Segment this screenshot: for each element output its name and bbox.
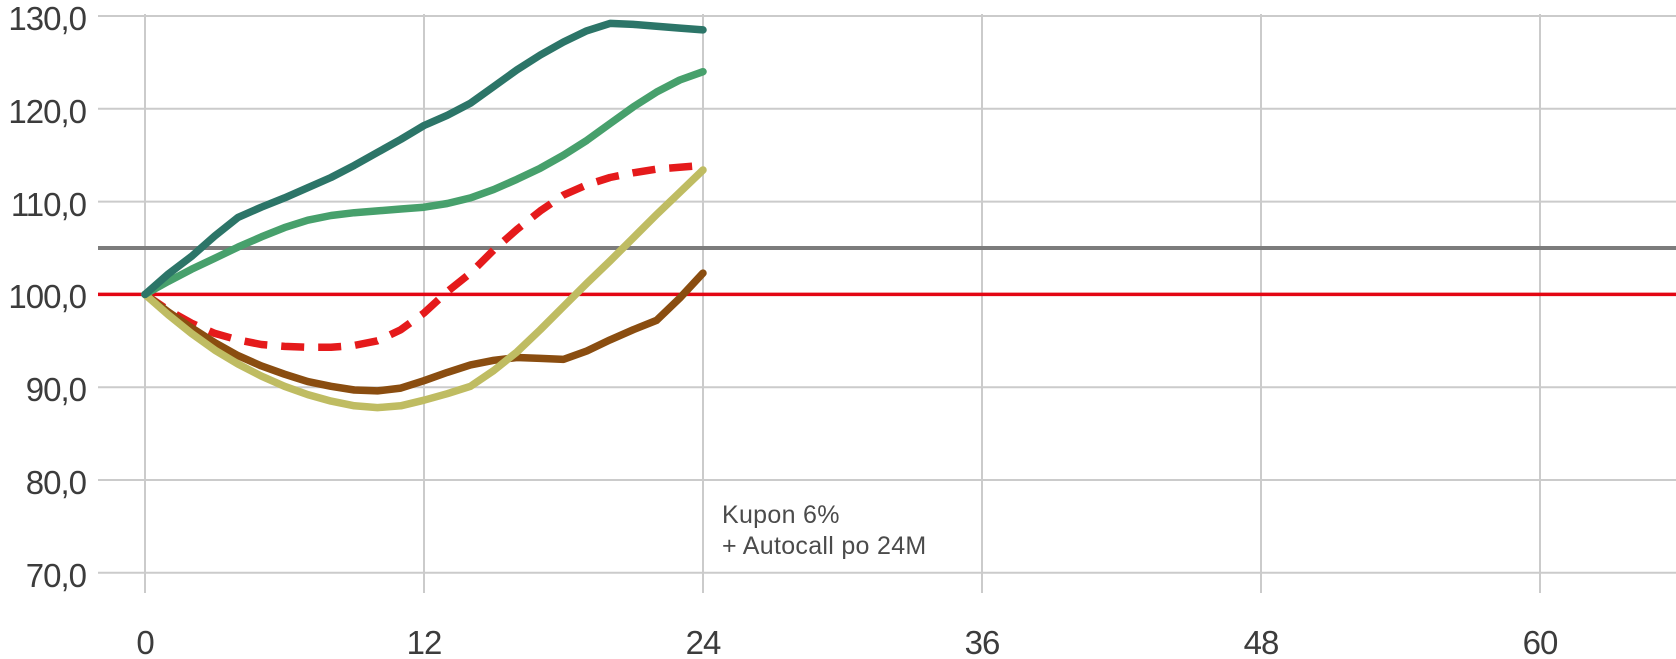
- y-tick-label: 70,0: [25, 556, 87, 594]
- x-tick-label: 36: [964, 624, 1001, 659]
- y-tick-label: 90,0: [25, 371, 87, 409]
- y-tick-label: 100,0: [8, 278, 87, 316]
- x-tick-label: 0: [136, 624, 154, 659]
- y-tick-label: 130,0: [8, 0, 87, 37]
- x-tick-label: 48: [1243, 624, 1280, 659]
- y-tick-label: 120,0: [8, 92, 87, 130]
- annotation-line-2: + Autocall po 24M: [722, 532, 927, 560]
- annotation-line-1: Kupon 6%: [722, 501, 840, 529]
- x-tick-label: 24: [685, 624, 722, 659]
- series-olive: [141, 166, 707, 412]
- annotation: Kupon 6% + Autocall po 24M: [722, 500, 927, 562]
- x-tick-label: 12: [406, 624, 443, 659]
- y-tick-label: 110,0: [10, 185, 87, 223]
- series-green: [141, 67, 707, 299]
- y-tick-label: 80,0: [25, 464, 87, 501]
- series-brown: [141, 269, 707, 395]
- series-dark-teal: [141, 19, 707, 299]
- series-red-dashed: [142, 161, 704, 352]
- x-tick-label: 60: [1522, 624, 1559, 659]
